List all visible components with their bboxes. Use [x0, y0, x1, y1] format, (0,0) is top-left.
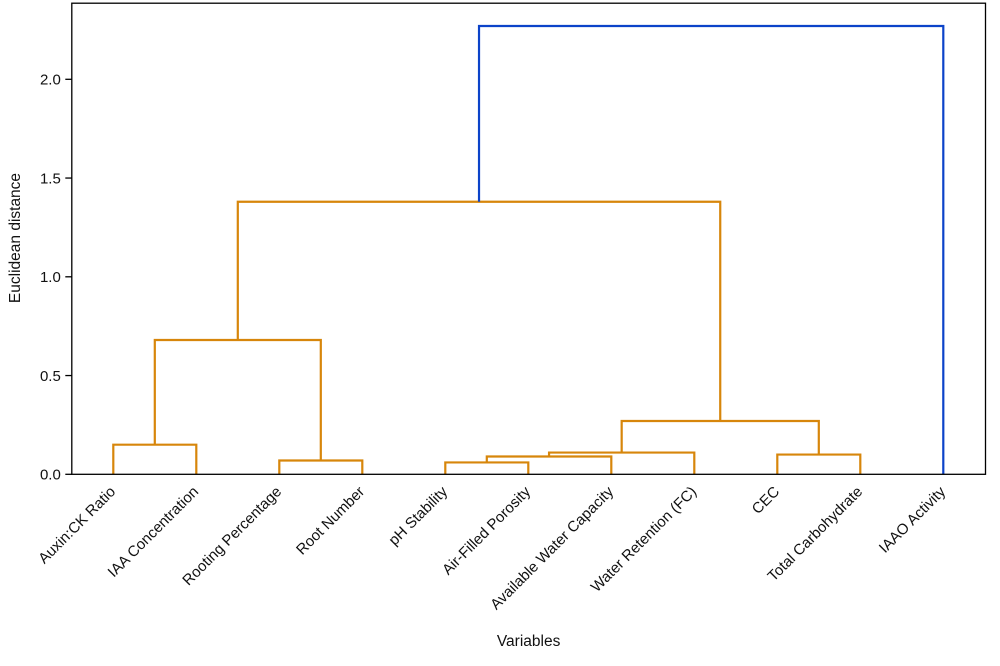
x-tick-label: Auxin:CK Ratio: [35, 483, 119, 567]
dendrogram-link-m7: [620, 419, 820, 455]
y-tick-label: 0.0: [40, 467, 61, 484]
dendrogram-link-m3: [444, 461, 530, 475]
plot-border: [71, 2, 987, 475]
y-axis-title: Euclidean distance: [7, 173, 24, 303]
x-tick-label: IAAO Activity: [876, 483, 950, 557]
x-tick-label: IAA Concentration: [105, 483, 203, 581]
x-axis-title: Variables: [497, 633, 561, 650]
dendrogram-link-m1: [278, 459, 364, 475]
y-tick-label: 1.5: [40, 170, 61, 187]
dendrogram-link-m6: [776, 453, 862, 475]
y-tick-label: 0.5: [40, 368, 61, 385]
x-tick-label: Root Number: [293, 483, 368, 558]
x-tick-label: Air-Filled Porosity: [439, 483, 534, 578]
dendrogram-link-m4: [485, 455, 613, 475]
y-tick-label: 1.0: [40, 269, 61, 286]
dendrogram-link-m8: [236, 200, 722, 421]
dendrogram-link-m9: [477, 24, 945, 475]
dendrogram-link-m2: [153, 338, 322, 461]
x-tick-label: pH Stability: [385, 483, 451, 549]
dendrogram-links: [112, 24, 945, 475]
y-axis-ticks: 0.0 0.5 1.0 1.5 2.0: [40, 72, 72, 484]
y-tick-label: 2.0: [40, 72, 61, 89]
x-tick-label: CEC: [749, 483, 784, 518]
dendrogram-link-m0: [112, 443, 198, 475]
